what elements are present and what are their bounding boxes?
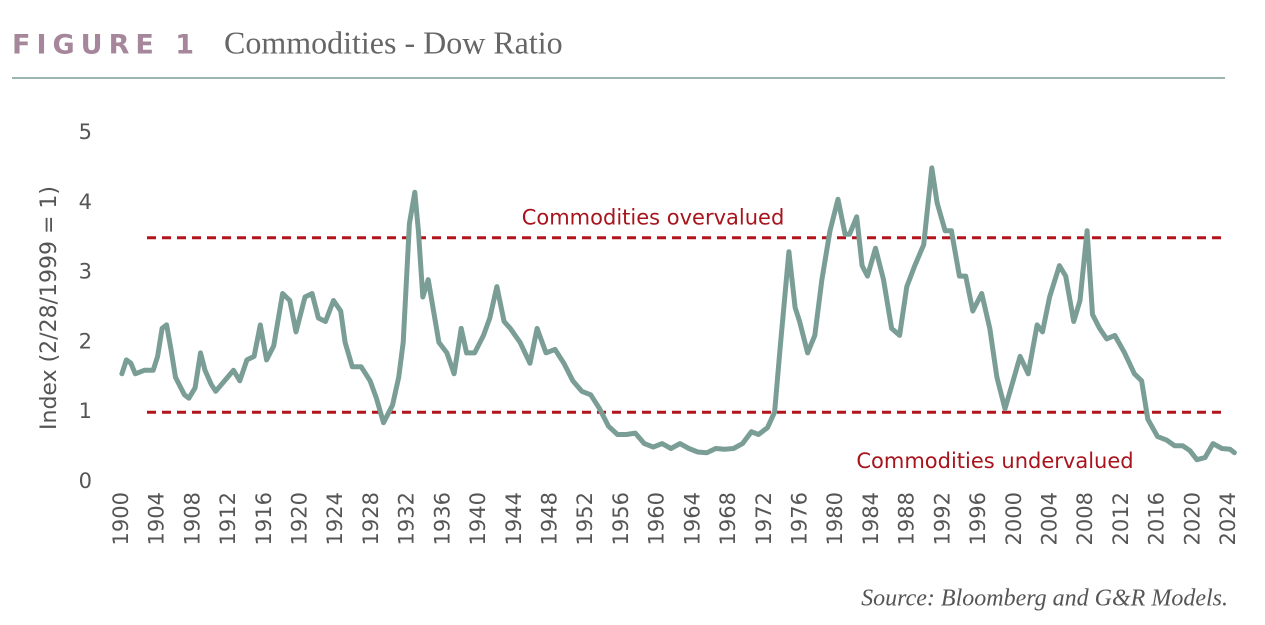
x-tick-label: 2016 (1145, 492, 1169, 545)
x-tick-label: 1928 (359, 492, 383, 545)
x-tick-label: 1944 (502, 492, 526, 545)
figure-label: FIGURE 1 (12, 30, 200, 61)
y-axis-label: Index (2/28/1999 = 1) (37, 186, 62, 430)
x-tick-label: 1920 (288, 492, 312, 545)
y-tick-label: 1 (79, 399, 92, 423)
y-tick-label: 5 (79, 120, 92, 144)
source-note: Source: Bloomberg and G&R Models. (861, 586, 1228, 612)
x-tick-label: 1936 (430, 492, 454, 545)
x-tick-label: 1964 (680, 492, 704, 545)
y-tick-label: 4 (79, 190, 92, 214)
reference-label: Commodities overvalued (522, 206, 785, 230)
x-tick-label: 2000 (1002, 492, 1026, 545)
x-tick-label: 2012 (1109, 492, 1133, 545)
x-tick-label: 1968 (716, 492, 740, 545)
y-tick-label: 3 (79, 260, 92, 284)
y-tick-label: 0 (79, 469, 92, 493)
series-line (119, 165, 1237, 463)
x-tick-label: 1980 (823, 492, 847, 545)
x-tick-label: 2004 (1038, 492, 1062, 545)
x-tick-label: 1952 (573, 492, 597, 545)
x-tick-label: 1984 (859, 492, 883, 545)
x-tick-label: 2020 (1180, 492, 1204, 545)
x-tick-label: 2008 (1073, 492, 1097, 545)
x-tick-label: 1908 (180, 492, 204, 545)
x-tick-label: 1932 (395, 492, 419, 545)
x-tick-label: 1988 (895, 492, 919, 545)
x-tick-label: 1940 (466, 492, 490, 545)
chart-title: Commodities - Dow Ratio (224, 24, 563, 60)
reference-label: Commodities undervalued (856, 449, 1133, 473)
x-tick-label: 1956 (609, 492, 633, 545)
x-tick-label: 1916 (252, 492, 276, 545)
x-tick-label: 1996 (966, 492, 990, 545)
x-tick-label: 1972 (752, 492, 776, 545)
y-tick-label: 2 (79, 329, 92, 353)
x-tick-label: 1904 (145, 492, 169, 545)
x-tick-label: 1900 (109, 492, 133, 545)
x-tick-label: 1948 (538, 492, 562, 545)
x-tick-label: 1976 (788, 492, 812, 545)
x-tick-label: 1912 (216, 492, 240, 545)
x-tick-label: 2024 (1216, 492, 1240, 545)
x-tick-label: 1960 (645, 492, 669, 545)
x-tick-label: 1924 (323, 492, 347, 545)
x-tick-label: 1992 (930, 492, 954, 545)
